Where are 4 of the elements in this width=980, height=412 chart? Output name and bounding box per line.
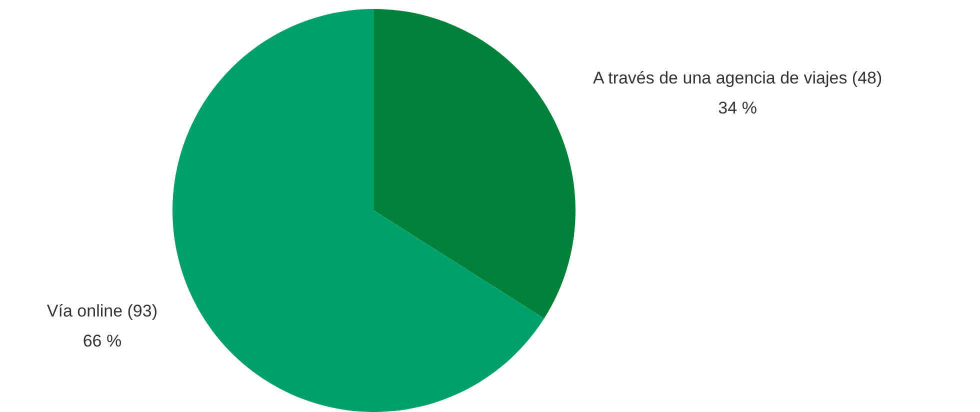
slice-label: A través de una agencia de viajes (48)	[592, 68, 882, 88]
data-label: 66 %	[82, 332, 122, 351]
slice-label: Vía online (93)	[46, 302, 158, 321]
data-label: 34 %	[718, 98, 757, 118]
